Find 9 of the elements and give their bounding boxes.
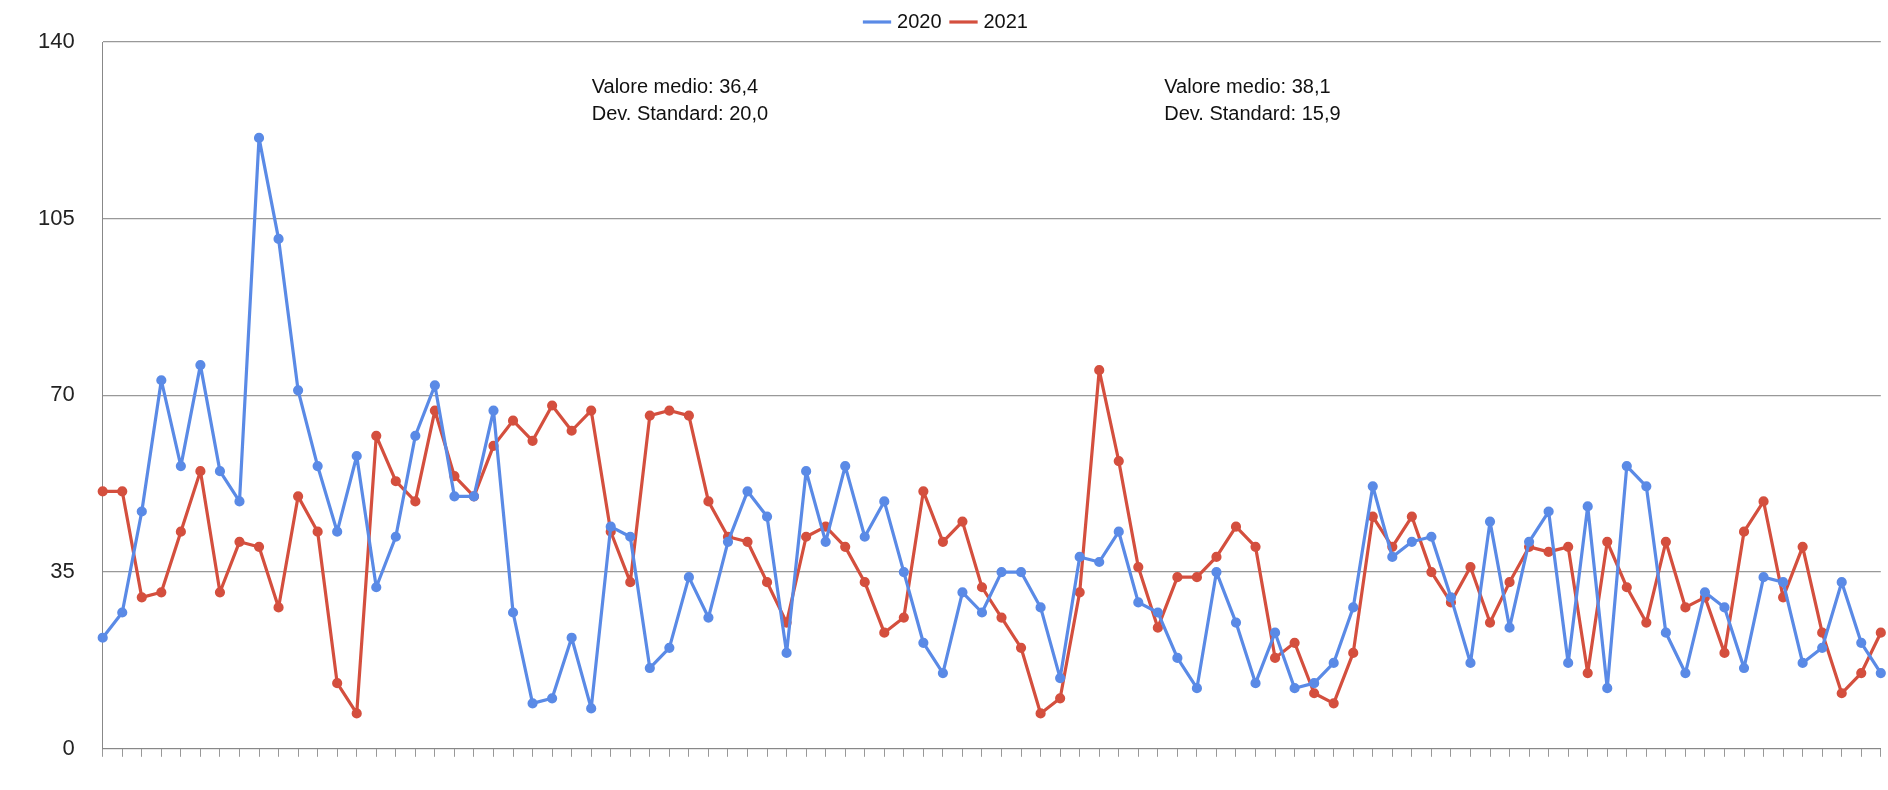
annotation: Valore medio: 36,4 Dev. Standard: 20,0: [591, 74, 769, 124]
legend-label: 2021: [983, 9, 1028, 32]
legend-label: 2020: [897, 9, 942, 32]
y-tick-label: 35: [50, 558, 75, 584]
annotation: Valore medio: 38,1 Dev. Standard: 15,9: [1164, 74, 1341, 124]
y-tick-label: 105: [37, 204, 75, 230]
y-tick-label: 0: [62, 734, 75, 760]
y-tick-label: 70: [50, 381, 75, 407]
y-tick-label: 140: [37, 28, 75, 54]
